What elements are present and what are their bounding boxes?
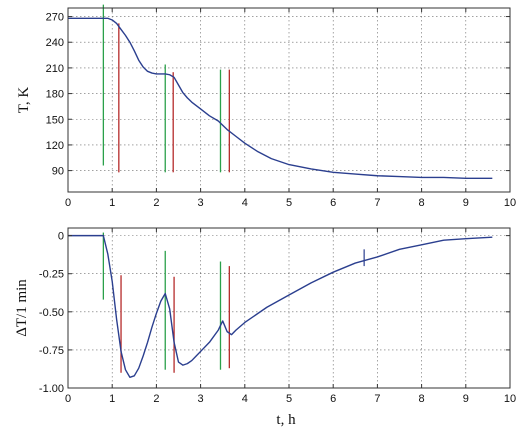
- delta-t-x-tick-label: 7: [374, 393, 380, 405]
- temperature-x-tick-label: 10: [504, 197, 516, 209]
- temperature-grid: [68, 8, 510, 192]
- temperature-x-tick-label: 9: [463, 197, 469, 209]
- temperature-x-tick-label: 1: [109, 197, 115, 209]
- delta-t-x-tick-label: 8: [419, 393, 425, 405]
- delta-t-ticks: 0 1 2 3 4 5 6 7 8 9 10 0 -0.25 -0.50 -0.75 -1.00: [39, 228, 516, 405]
- temperature-x-tick-label: 7: [374, 197, 380, 209]
- temperature-markers: [102, 4, 230, 173]
- temperature-x-tick-label: 2: [153, 197, 159, 209]
- temperature-data-curve: [68, 17, 493, 180]
- delta-t-y-axis-label: ΔT/1 min: [14, 279, 30, 337]
- delta-t-x-tick-label: 0: [65, 393, 71, 405]
- delta-t-panel: 0 1 2 3 4 5 6 7 8 9 10 0 -0.25 -0.50 -0.75 -1.00 ΔT/1 m…: [14, 227, 516, 428]
- delta-t-markers: [102, 232, 365, 373]
- temperature-x-tick-label: 4: [242, 197, 248, 209]
- delta-t-x-tick-label: 3: [198, 393, 204, 405]
- delta-t-x-tick-label: 6: [330, 393, 336, 405]
- temperature-y-tick-label: 180: [46, 89, 64, 101]
- delta-t-x-tick-label: 9: [463, 393, 469, 405]
- temperature-curve-layer: [68, 17, 493, 180]
- temperature-y-tick-label: 90: [52, 166, 64, 178]
- delta-t-grid: [68, 228, 510, 388]
- temperature-x-tick-label: 8: [419, 197, 425, 209]
- delta-t-curve-layer: [68, 234, 493, 379]
- temperature-panel: 0 1 2 3 4 5 6 7 8 9 10 90 120 150 180 210 240 270 T, K: [16, 4, 516, 209]
- temperature-ticks: 0 1 2 3 4 5 6 7 8 9 10 90 120 150 180 210 240 270: [46, 8, 516, 209]
- delta-t-y-tick-label: -0.25: [39, 269, 64, 281]
- delta-t-y-tick-label: -0.75: [39, 345, 64, 357]
- temperature-y-tick-label: 210: [46, 63, 64, 75]
- delta-t-x-tick-label: 5: [286, 393, 292, 405]
- temperature-x-tick-label: 5: [286, 197, 292, 209]
- temperature-y-tick-label: 120: [46, 140, 64, 152]
- delta-t-x-tick-label: 1: [109, 393, 115, 405]
- time-x-axis-label: t, h: [276, 412, 296, 428]
- delta-t-x-tick-label: 4: [242, 393, 248, 405]
- delta-t-y-tick-label: -0.50: [39, 307, 64, 319]
- temperature-y-axis-label: T, K: [16, 87, 32, 114]
- delta-t-y-tick-label: -1.00: [39, 383, 64, 395]
- temperature-y-tick-label: 150: [46, 114, 64, 126]
- temperature-y-tick-label: 240: [46, 37, 64, 49]
- temperature-y-tick-label: 270: [46, 12, 64, 24]
- delta-t-x-tick-label: 10: [504, 393, 516, 405]
- delta-t-y-tick-label: 0: [58, 231, 64, 243]
- temperature-x-tick-label: 0: [65, 197, 71, 209]
- temperature-x-tick-label: 3: [198, 197, 204, 209]
- delta-t-x-tick-label: 2: [153, 393, 159, 405]
- temperature-x-tick-label: 6: [330, 197, 336, 209]
- delta-t-data-curve: [68, 234, 493, 379]
